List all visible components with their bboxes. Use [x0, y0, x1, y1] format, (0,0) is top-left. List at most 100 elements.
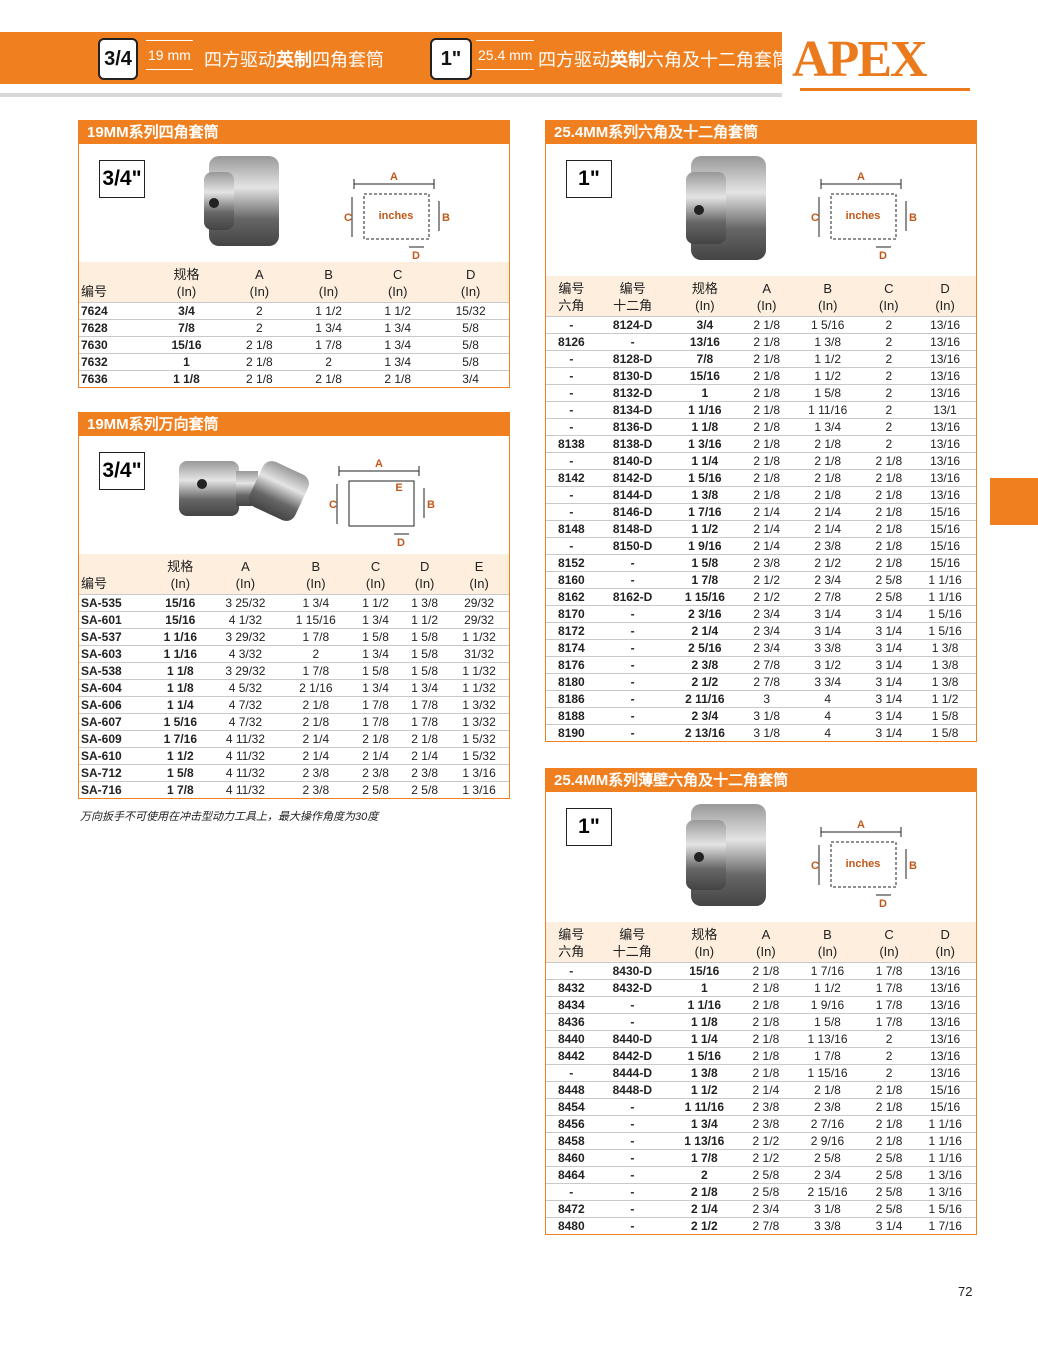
table-cell: 15/16 — [914, 503, 976, 521]
header-line: A — [762, 281, 771, 296]
table-cell: 13/16 — [914, 452, 976, 470]
table-cell: 2 1/16 — [280, 679, 352, 697]
table-row: 8448 8448-D 1 1/2 2 1/4 2 1/8 2 1/8 15/16 — [546, 1081, 976, 1099]
table-cell: 13/16 — [914, 418, 976, 436]
logo-underline — [800, 88, 970, 91]
table-cell: 8136-D — [596, 418, 669, 436]
header-line: (In) — [176, 284, 197, 299]
table-cell: 2 5/8 — [863, 588, 915, 606]
size-badge: 3/4" — [99, 452, 145, 490]
table-cell: 1 1/8 — [668, 418, 742, 436]
table-row: -8136-D 1 1/8 2 1/8 1 3/4 2 13/16 — [546, 418, 976, 436]
table-cell: - — [596, 656, 669, 674]
table-cell: 1 3/8 — [792, 333, 864, 351]
header-line: D — [940, 927, 950, 942]
column-header: 规格 (In) — [668, 922, 741, 963]
table-cell: 2 1/8 — [740, 1013, 792, 1031]
table-cell: 1 7/8 — [400, 713, 450, 731]
table-cell: 1 1/16 — [668, 996, 741, 1014]
table-cell: 1 3/8 — [668, 486, 742, 504]
table-cell: 1 1/8 — [148, 370, 225, 387]
header-line: 规格 — [167, 559, 194, 574]
header-line: C — [884, 927, 894, 942]
table-cell: 2 1/8 — [293, 370, 364, 387]
header-row: 编号 六角 编号 十二角 规格 (In) A (In) B (In) C (In) D (In) — [546, 922, 976, 963]
table-cell: 2 1/8 — [792, 452, 864, 470]
table-cell: 2 1/4 — [400, 747, 450, 765]
table-cell: 2 7/8 — [740, 1217, 792, 1234]
header-line: (In) — [879, 944, 899, 959]
table-cell: 3 1/4 — [863, 656, 915, 674]
diagram-outline — [363, 193, 430, 240]
header-size: 19 mm — [146, 40, 193, 70]
table-row: 8138 8138-D 1 3/16 2 1/8 2 1/8 2 13/16 — [546, 435, 976, 453]
table-cell: 1 5/8 — [668, 554, 742, 572]
table-cell: 2 — [863, 367, 915, 385]
table-cell: 13/16 — [914, 1013, 976, 1031]
table-cell: 2 1/8 — [740, 979, 792, 997]
diagram-outline — [348, 480, 415, 527]
column-header: A (In) — [210, 554, 281, 595]
table-cell: 1 3/8 — [400, 594, 450, 612]
column-header: 编号 十二角 — [596, 922, 669, 963]
header-line: 规格 — [691, 281, 718, 296]
table-cell: 1 5/8 — [400, 645, 450, 663]
header-line: (In) — [935, 298, 955, 313]
diagram-label: E — [395, 482, 402, 494]
table-body: -8124-D 3/4 2 1/8 1 5/16 2 13/16 8126-13/16 2 1… — [546, 316, 976, 741]
column-header: D (In) — [914, 922, 976, 963]
table-cell: 1 3/32 — [449, 696, 509, 714]
table-row: SA-609 1 7/16 4 11/32 2 1/4 2 1/8 2 1/8 1 5/32 — [79, 730, 509, 748]
table-cell: 15/16 — [150, 611, 211, 629]
column-header: A (In) — [741, 276, 793, 317]
table-cell: 3 29/32 — [210, 628, 281, 646]
table-cell: 2 1/8 — [741, 486, 793, 504]
table-row: 8162 8162-D 1 15/16 2 1/2 2 7/8 2 5/8 1 1/16 — [546, 588, 976, 606]
table-cell: 8150-D — [596, 537, 669, 555]
header-line: A — [761, 927, 771, 942]
table-cell: 1 7/8 — [351, 713, 401, 731]
table-cell: 2 1/8 — [863, 1115, 915, 1133]
table-row: 8142 8142-D 1 5/16 2 1/8 2 1/8 2 1/8 13/16 — [546, 469, 976, 487]
table-cell: 8454 — [546, 1098, 597, 1116]
diagram-label: inches — [846, 858, 881, 870]
table-cell: 1 1/2 — [363, 302, 433, 320]
table-row: 8456-1 3/4 2 3/8 2 7/16 2 1/8 1 1/16 — [546, 1115, 976, 1133]
column-header: 编号 — [79, 554, 151, 595]
table-cell: 2 1/8 — [741, 418, 793, 436]
header-line: (In) — [306, 576, 326, 591]
table-cell: 1 5/16 — [914, 605, 976, 623]
column-header: 编号 — [79, 262, 149, 303]
table-cell: 1 13/16 — [791, 1030, 864, 1048]
table-cell: 2 3/8 — [280, 781, 352, 798]
table-cell: 2 1/8 — [740, 1064, 792, 1082]
socket-body — [179, 461, 239, 516]
table-cell: 1 1/2 — [792, 367, 864, 385]
table-cell: 1 1/2 — [400, 611, 450, 629]
table-cell: 2 3/4 — [792, 571, 864, 589]
table-cell: 8148 — [546, 520, 597, 538]
table-cell: 15/16 — [668, 367, 742, 385]
table-cell: 3 1/4 — [863, 707, 915, 725]
header-line: A — [241, 559, 250, 574]
table-cell: 1 3/16 — [668, 435, 742, 453]
table-cell: 2 3/4 — [791, 1166, 864, 1184]
table-cell: 4 — [792, 707, 864, 725]
header-line: B — [324, 267, 333, 282]
table-cell: 2 1/8 — [863, 503, 915, 521]
table-cell: 2 1/4 — [280, 730, 352, 748]
header-line: 编号 — [558, 927, 585, 942]
header-line: (In) — [694, 944, 715, 959]
table-cell: 2 1/8 — [792, 486, 864, 504]
column-header: 编号 六角 — [546, 922, 597, 963]
table-row: 8454-1 11/16 2 3/8 2 3/8 2 1/8 15/16 — [546, 1098, 976, 1116]
table-cell: 1 1/2 — [791, 979, 864, 997]
table-cell: 1 3/8 — [914, 656, 976, 674]
table-cell: - — [596, 605, 669, 623]
table-cell: 5/8 — [432, 336, 509, 354]
socket-hole — [197, 479, 207, 489]
table-cell: - — [546, 1064, 597, 1082]
table-cell: 7630 — [79, 336, 149, 354]
table-cell: - — [546, 384, 597, 402]
table-row: 8126-13/16 2 1/8 1 3/8 2 13/16 — [546, 333, 976, 351]
